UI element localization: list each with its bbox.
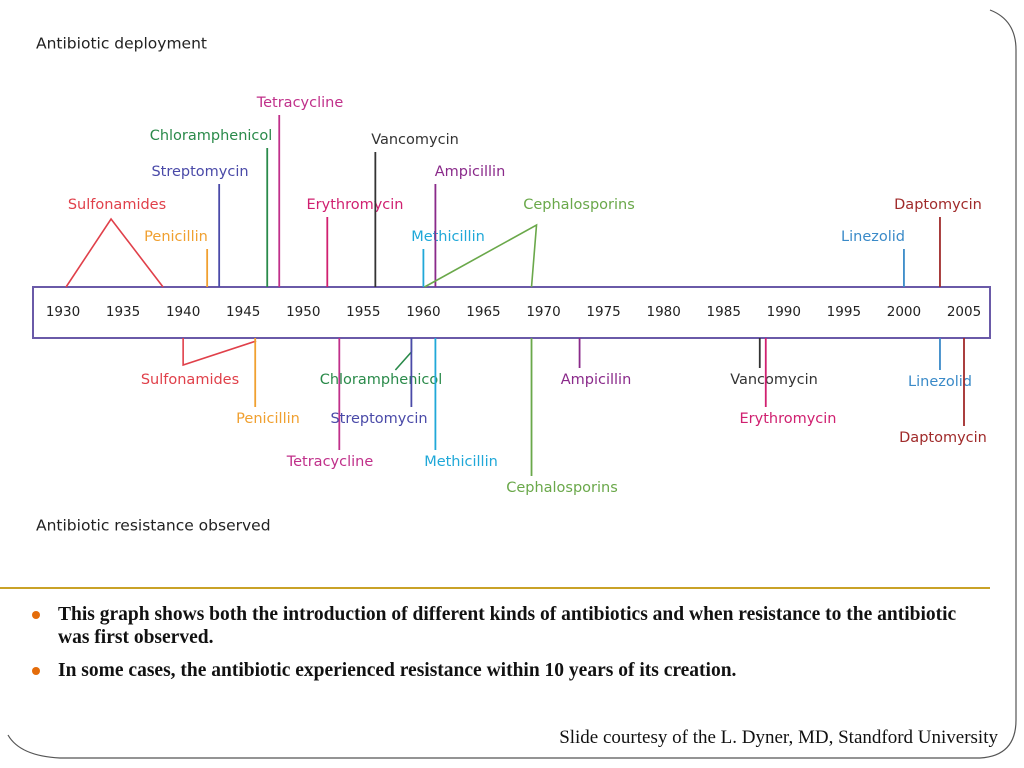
resistance-label: Ampicillin	[561, 372, 632, 388]
year-label: 1975	[586, 304, 620, 320]
year-label: 1935	[106, 304, 140, 320]
year-label: 1990	[767, 304, 801, 320]
deployment-label: Penicillin	[144, 229, 208, 245]
resistance-label: Linezolid	[908, 374, 972, 390]
bullet: This graph shows both the introduction o…	[30, 603, 990, 649]
year-label: 1950	[286, 304, 320, 320]
resistance-label: Erythromycin	[740, 411, 837, 427]
deployment-label: Daptomycin	[894, 197, 982, 213]
deployment-heading: Antibiotic deployment	[36, 35, 207, 53]
deployment-label: Tetracycline	[256, 95, 344, 111]
bullet: In some cases, the antibiotic experience…	[30, 659, 990, 682]
deployment-marker	[65, 217, 164, 288]
year-label: 1995	[827, 304, 861, 320]
year-label: 1985	[707, 304, 741, 320]
deployment-marker	[424, 223, 538, 288]
year-label: 1980	[646, 304, 680, 320]
resistance-label: Daptomycin	[899, 430, 987, 446]
year-label: 2000	[887, 304, 921, 320]
deployment-label: Ampicillin	[435, 164, 506, 180]
deployment-label: Sulfonamides	[68, 197, 166, 213]
year-label: 1930	[46, 304, 80, 320]
resistance-marker	[182, 338, 257, 367]
deployment-label: Cephalosporins	[523, 197, 635, 213]
resistance-heading: Antibiotic resistance observed	[36, 517, 271, 535]
year-label: 1960	[406, 304, 440, 320]
deployment-label: Vancomycin	[371, 132, 459, 148]
resistance-label: Methicillin	[424, 454, 498, 470]
deployment-label: Streptomycin	[151, 164, 248, 180]
bullet-list: This graph shows both the introduction o…	[30, 603, 990, 692]
slide-border	[7, 9, 1017, 759]
deployment-label: Chloramphenicol	[150, 128, 273, 144]
resistance-label: Vancomycin	[730, 372, 818, 388]
resistance-label: Cephalosporins	[506, 480, 618, 496]
year-label: 1965	[466, 304, 500, 320]
year-label: 1945	[226, 304, 260, 320]
resistance-label: Streptomycin	[330, 411, 427, 427]
resistance-marker	[394, 338, 413, 371]
resistance-label: Tetracycline	[286, 454, 374, 470]
year-label: 1940	[166, 304, 200, 320]
resistance-label: Penicillin	[236, 411, 300, 427]
timeline-box	[32, 286, 991, 339]
year-label: 1955	[346, 304, 380, 320]
deployment-label: Erythromycin	[307, 197, 404, 213]
deployment-label: Methicillin	[411, 229, 485, 245]
resistance-label: Chloramphenicol	[320, 372, 443, 388]
year-label: 1970	[526, 304, 560, 320]
credit: Slide courtesy of the L. Dyner, MD, Stan…	[559, 727, 998, 748]
year-label: 2005	[947, 304, 981, 320]
deployment-label: Linezolid	[841, 229, 905, 245]
resistance-label: Sulfonamides	[141, 372, 239, 388]
